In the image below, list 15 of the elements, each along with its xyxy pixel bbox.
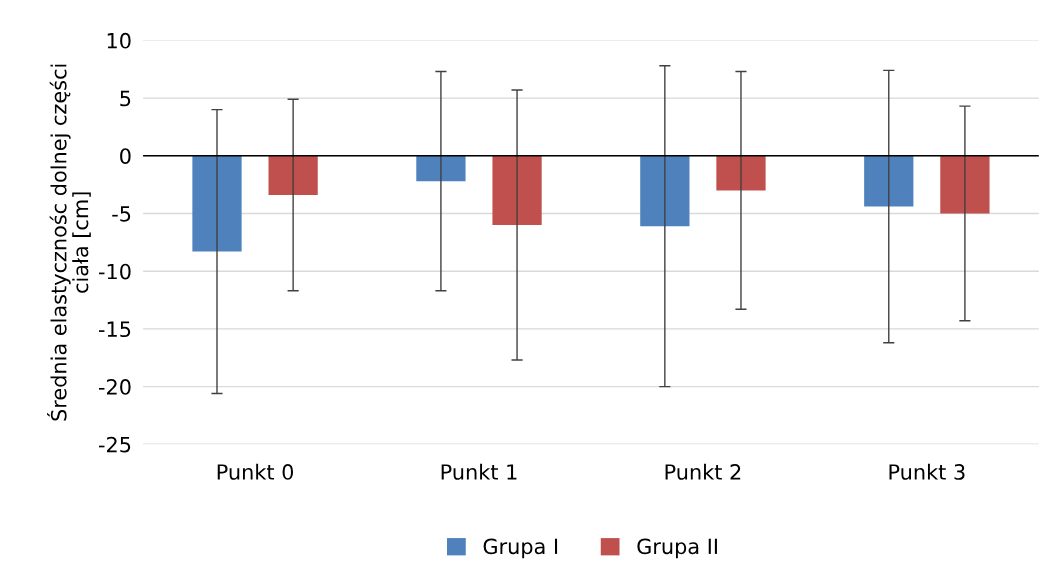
y-tick-label: 0	[120, 148, 131, 164]
y-tick-label: -15	[98, 321, 131, 338]
legend-label: Grupa II	[637, 538, 717, 559]
legend-label: Grupa I	[483, 538, 558, 559]
y-tick-label: -5	[112, 206, 131, 222]
y-tick-label: -10	[98, 263, 131, 280]
y-tick-label: 5	[120, 90, 131, 107]
x-tick-label: Punkt 1	[441, 463, 517, 480]
x-tick-label: Punkt 0	[217, 463, 294, 480]
x-tick-label: Punkt 3	[889, 463, 965, 480]
y-tick-label: -20	[98, 379, 131, 395]
y-tick-label: 10	[107, 32, 131, 49]
x-tick-label: Punkt 2	[665, 463, 741, 480]
y-axis-title: Średnia elastycznośc dolnej części ciała [cm]	[47, 64, 91, 421]
y-tick-label: -25	[98, 436, 131, 453]
